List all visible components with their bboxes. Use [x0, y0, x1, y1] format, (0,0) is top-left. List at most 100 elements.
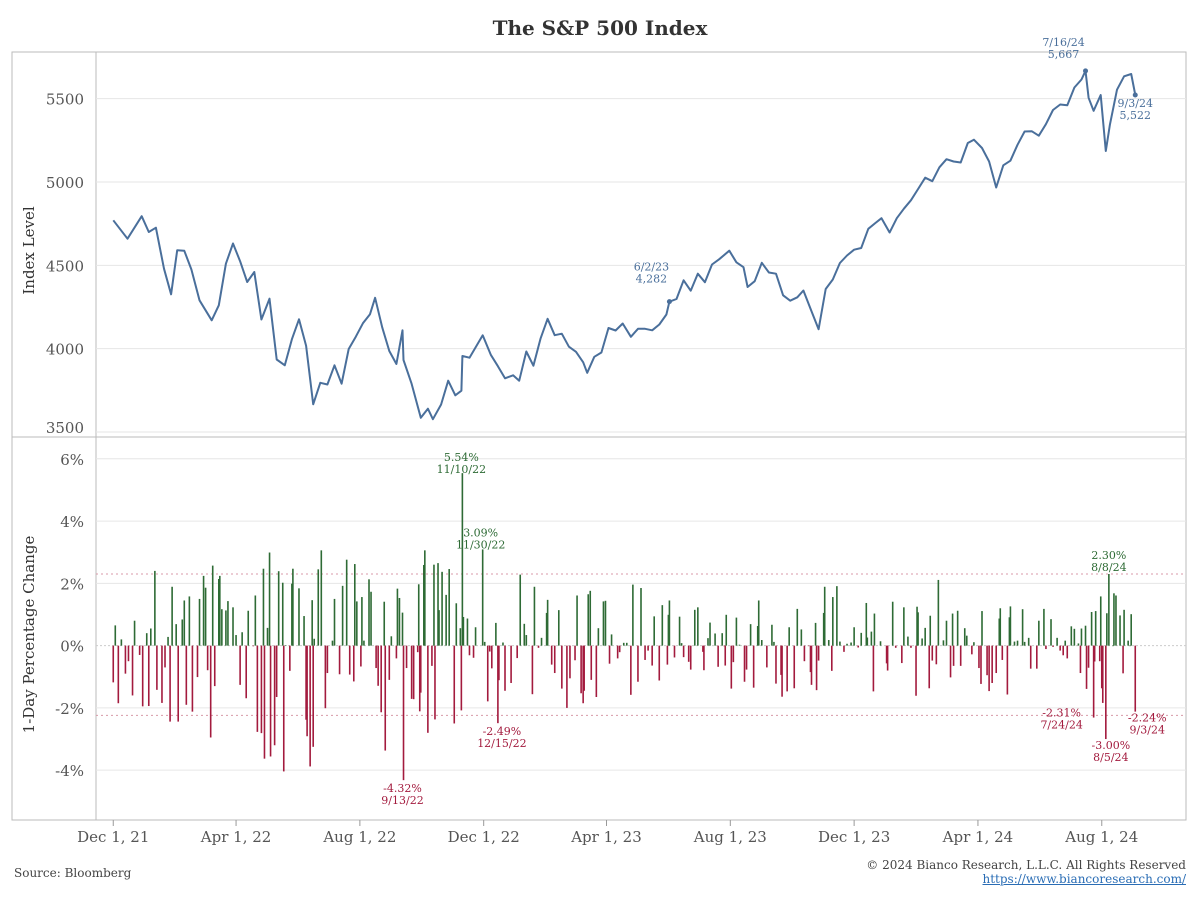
daily-change-bar	[281, 582, 284, 646]
daily-change-bar	[879, 641, 882, 646]
x-tick-label: Dec 1, 23	[818, 828, 890, 846]
daily-change-bar	[723, 645, 726, 647]
daily-change-bar	[724, 645, 727, 666]
daily-change-bar	[540, 637, 543, 646]
daily-change-bar	[1085, 645, 1088, 689]
daily-change-bar	[419, 645, 422, 693]
daily-change-bar	[423, 564, 425, 646]
daily-change-bar	[260, 645, 263, 734]
daily-change-bar	[714, 633, 716, 646]
daily-change-bar	[625, 642, 628, 646]
daily-change-bar	[1092, 645, 1095, 718]
daily-change-bar	[124, 645, 127, 674]
daily-change-bar	[995, 645, 998, 674]
daily-change-bar	[998, 618, 1001, 646]
daily-change-bar	[388, 645, 391, 680]
daily-change-bar	[738, 644, 741, 646]
daily-change-bar	[604, 600, 607, 646]
daily-change-bar	[668, 600, 671, 646]
daily-change-bar	[986, 645, 988, 676]
daily-change-bar	[269, 645, 272, 757]
daily-change-bar	[1079, 645, 1082, 674]
daily-change-bar	[956, 610, 959, 646]
daily-change-bar	[462, 616, 465, 646]
daily-change-bar	[707, 638, 709, 646]
daily-change-bar	[667, 614, 670, 646]
source-note: Source: Bloomberg	[14, 866, 132, 880]
daily-change-bar	[678, 616, 681, 646]
daily-change-bar	[760, 640, 763, 646]
daily-change-bar	[161, 645, 163, 703]
daily-change-bar	[202, 575, 205, 646]
daily-change-bar	[1001, 645, 1004, 660]
daily-change-bar	[885, 645, 888, 664]
daily-change-bar	[857, 645, 859, 648]
y-tick-label: -4%	[55, 762, 84, 780]
daily-change-bar	[353, 564, 356, 646]
daily-change-bar	[907, 636, 909, 646]
website-link[interactable]: https://www.biancoresearch.com/	[982, 872, 1186, 886]
daily-change-bar	[114, 625, 117, 646]
daily-change-bar	[545, 612, 548, 646]
daily-change-bar	[417, 584, 420, 646]
daily-change-bar	[483, 641, 486, 646]
daily-change-bar	[831, 645, 833, 671]
daily-change-bar	[689, 645, 692, 670]
daily-change-bar	[680, 643, 683, 646]
daily-change-bar	[583, 645, 585, 691]
daily-change-bar	[965, 635, 968, 646]
daily-change-bar	[481, 549, 484, 646]
y-tick-label: 0%	[60, 638, 84, 656]
daily-change-bar	[1038, 620, 1040, 646]
daily-change-bar	[273, 645, 276, 746]
daily-change-bar	[860, 632, 863, 646]
daily-change-bar	[525, 635, 528, 646]
daily-change-bar	[901, 645, 903, 664]
daily-change-bar	[1052, 645, 1054, 647]
daily-change-bar	[735, 617, 738, 646]
x-tick-label: Aug 1, 23	[693, 828, 767, 846]
daily-change-bar	[587, 594, 590, 646]
annotation-value: 2.30%	[1091, 549, 1126, 562]
daily-change-bar	[1066, 645, 1069, 659]
daily-change-bar	[891, 601, 894, 646]
daily-change-bar	[561, 645, 563, 689]
daily-change-bar	[843, 645, 845, 652]
daily-change-bar	[870, 631, 873, 646]
daily-change-bar	[725, 614, 728, 646]
daily-change-bar	[455, 603, 458, 646]
annotation-dot	[1132, 92, 1138, 98]
daily-change-bar	[169, 645, 171, 722]
daily-change-bar	[459, 628, 462, 646]
daily-change-bar	[1119, 615, 1121, 646]
daily-change-bar	[523, 623, 526, 646]
daily-change-bar	[438, 610, 440, 646]
daily-change-bar	[519, 574, 522, 646]
x-tick-label: Apr 1, 22	[200, 828, 272, 846]
daily-change-bar	[1087, 645, 1090, 668]
daily-change-bar	[138, 645, 141, 655]
daily-change-bar	[917, 612, 919, 646]
daily-change-bar	[1027, 637, 1030, 646]
daily-change-bar	[1043, 608, 1045, 646]
daily-change-bar	[928, 645, 931, 689]
daily-change-bar	[331, 640, 334, 646]
daily-change-bar	[886, 645, 889, 671]
daily-change-bar	[277, 571, 280, 646]
daily-change-bar	[771, 624, 773, 646]
daily-change-bar	[1064, 640, 1067, 646]
daily-change-bar	[959, 645, 962, 666]
x-tick-label: Aug 1, 24	[1064, 828, 1138, 846]
daily-change-bar	[384, 645, 387, 751]
daily-change-bar	[839, 641, 841, 646]
daily-change-bar	[363, 640, 365, 646]
daily-change-bar	[622, 642, 625, 646]
daily-change-bar	[504, 645, 506, 691]
daily-change-bar	[502, 642, 504, 646]
daily-change-bar	[850, 642, 852, 646]
y-tick-label: 5000	[46, 174, 84, 192]
daily-change-bar	[597, 628, 600, 646]
daily-change-bar	[1129, 645, 1131, 647]
daily-change-bar	[846, 643, 848, 646]
daily-change-bar	[405, 645, 408, 669]
